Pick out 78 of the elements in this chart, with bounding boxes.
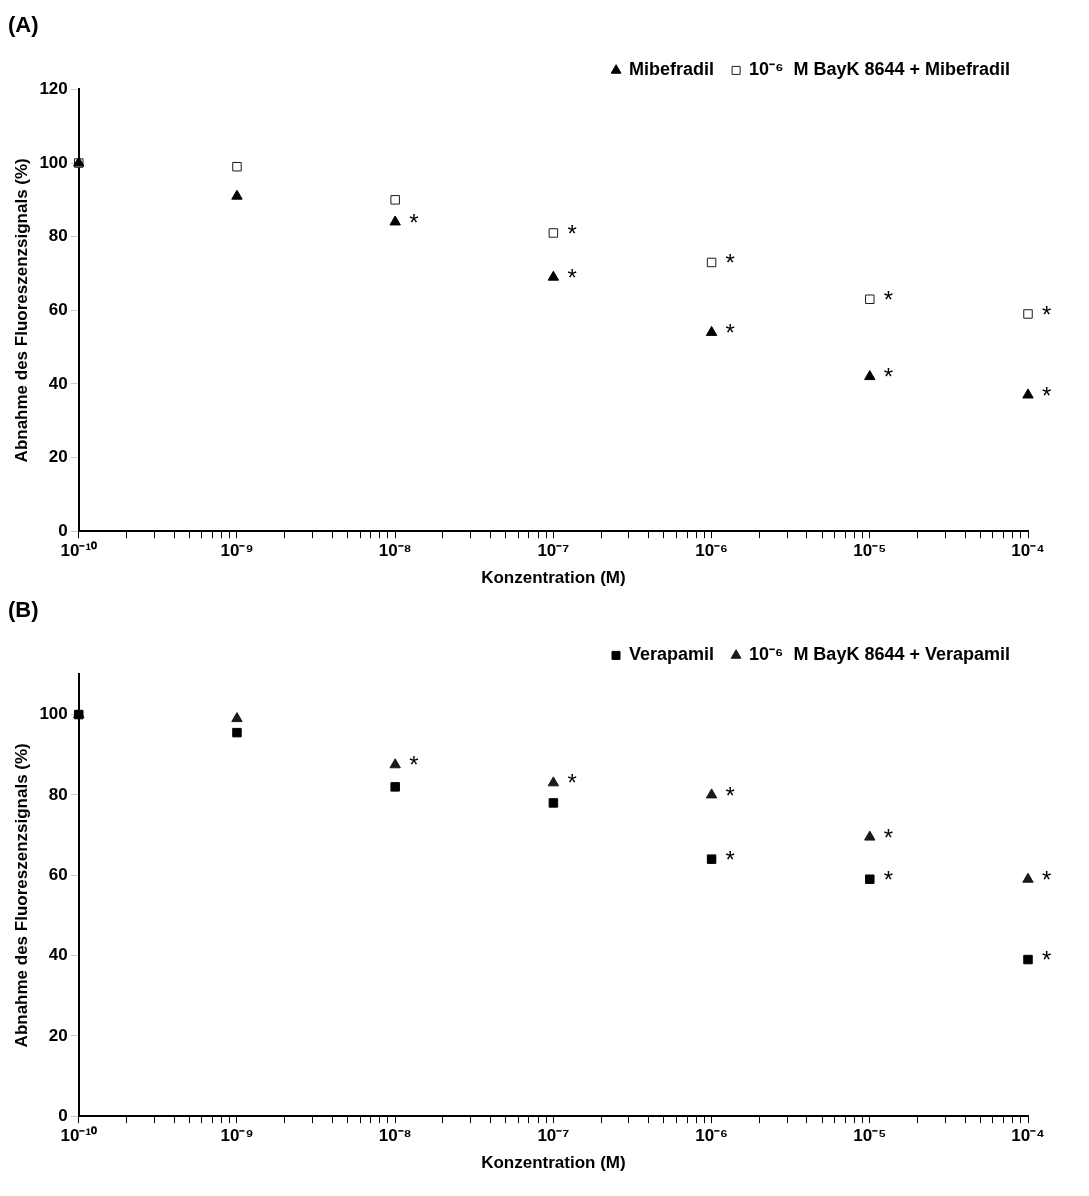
annotation: *	[725, 319, 735, 347]
x-tick-label: 10⁻⁴	[1011, 541, 1045, 561]
x-tick-label: 10⁻⁵	[853, 1126, 887, 1146]
point	[1023, 954, 1033, 965]
point	[706, 257, 717, 268]
y-tick-label: 0	[58, 520, 68, 540]
legend-label: Verapamil	[629, 644, 715, 665]
annotation: *	[1042, 865, 1052, 893]
x-tick-label: 10⁻⁷	[537, 541, 570, 561]
legend-label: Mibefradil	[629, 59, 715, 80]
annotation: *	[1042, 946, 1052, 974]
annotation: *	[883, 865, 894, 893]
y-tick-label: 40	[48, 373, 68, 393]
y-tick-label: 0	[58, 1105, 68, 1125]
annotation: *	[883, 363, 894, 391]
x-tick-label: 10⁻⁴	[1011, 1126, 1045, 1146]
point	[389, 758, 401, 769]
annotation: *	[567, 263, 577, 291]
chart-title: (A)	[8, 12, 39, 38]
x-tick-label: 10⁻⁷	[537, 1126, 570, 1146]
y-tick-label: 60	[48, 864, 68, 884]
y-tick-label: 100	[39, 152, 68, 172]
point	[232, 161, 242, 172]
point	[547, 270, 560, 281]
x-tick-label: 10⁻¹⁰	[60, 1126, 98, 1146]
x-tick-label: 10⁻⁹	[220, 1126, 254, 1146]
point	[1022, 388, 1034, 399]
annotation: *	[725, 845, 735, 873]
point	[547, 776, 560, 787]
x-tick-label: 10⁻⁸	[378, 541, 412, 561]
point	[390, 195, 400, 205]
point	[706, 854, 717, 864]
point	[705, 788, 718, 799]
chart-title: (B)	[8, 597, 39, 623]
y-axis-title: Abnahme des Fluoreszenzsignals (%)	[11, 158, 31, 463]
point	[864, 370, 876, 381]
y-tick-label: 80	[48, 226, 68, 246]
point	[865, 294, 875, 304]
x-tick-label: 10⁻⁶	[695, 541, 728, 561]
y-tick-label: 20	[48, 447, 68, 467]
point	[864, 830, 876, 841]
point	[705, 325, 718, 336]
point	[1022, 872, 1034, 883]
point	[548, 228, 559, 238]
annotation: *	[409, 208, 419, 236]
y-tick-label: 60	[48, 299, 68, 319]
point	[865, 874, 875, 884]
y-tick-label: 20	[48, 1025, 68, 1045]
x-axis-title: Konzentration (M)	[481, 568, 626, 588]
x-tick-label: 10⁻⁸	[378, 1126, 412, 1146]
y-tick-label: 40	[48, 945, 68, 965]
x-tick-label: 10⁻⁹	[220, 541, 254, 561]
point	[389, 215, 401, 226]
legend-label: 10⁻⁶ M BayK 8644 + Verapamil	[749, 644, 1010, 665]
point	[232, 727, 242, 738]
point	[548, 798, 559, 808]
annotation: *	[725, 781, 735, 809]
y-tick-label: 80	[48, 784, 68, 804]
annotation: *	[1042, 300, 1052, 328]
x-tick-label: 10⁻⁵	[853, 541, 887, 561]
point	[231, 189, 243, 200]
annotation: *	[883, 823, 894, 851]
x-tick-label: 10⁻⁶	[695, 1126, 728, 1146]
annotation: *	[567, 219, 577, 247]
annotation: *	[409, 751, 419, 779]
x-tick-label: 10⁻¹⁰	[60, 541, 98, 561]
y-tick-label: 120	[39, 79, 68, 99]
annotation: *	[567, 769, 577, 797]
annotation: *	[1042, 381, 1052, 409]
annotation: *	[883, 285, 894, 313]
point	[231, 712, 243, 723]
y-tick-label: 100	[39, 704, 68, 724]
x-axis-title: Konzentration (M)	[481, 1153, 626, 1173]
annotation: *	[725, 249, 735, 277]
point	[390, 782, 400, 792]
legend-label: 10⁻⁶ M BayK 8644 + Mibefradil	[749, 59, 1011, 80]
point	[1023, 309, 1033, 319]
y-axis-title: Abnahme des Fluoreszenzsignals (%)	[11, 743, 31, 1048]
